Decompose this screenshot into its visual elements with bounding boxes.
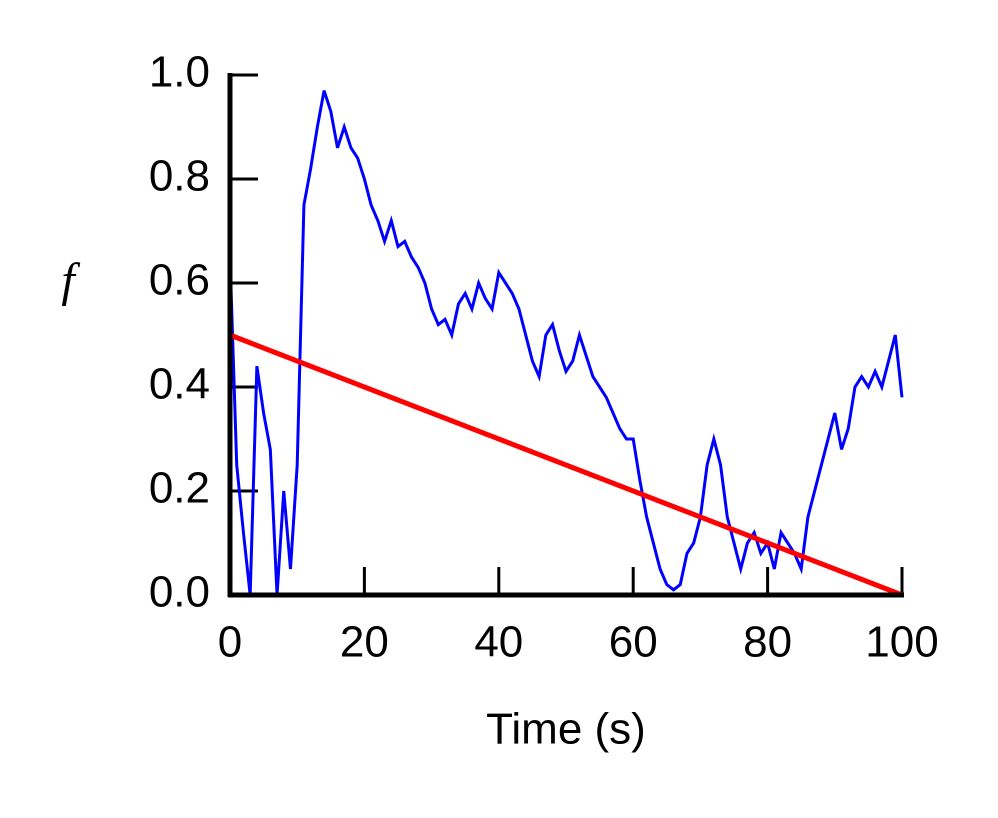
y-tick-label: 0.8 — [149, 152, 210, 201]
x-tick-label: 20 — [340, 618, 389, 667]
x-tick-label: 80 — [743, 618, 792, 667]
data-line — [228, 90, 904, 596]
y-tick-label: 0.6 — [149, 256, 210, 305]
x-tick-label: 40 — [474, 618, 523, 667]
x-tick-label: 100 — [865, 618, 938, 667]
y-tick-label: 0.4 — [149, 360, 210, 409]
x-tick-label: 0 — [218, 618, 242, 667]
x-axis-label: Time (s) — [486, 705, 646, 754]
x-tick-label: 60 — [609, 618, 658, 667]
data-line — [229, 332, 903, 598]
y-axis-label: f — [61, 254, 80, 307]
y-tick-label: 0.0 — [149, 568, 210, 617]
y-tick-label: 0.2 — [149, 464, 210, 513]
y-tick-label: 1.0 — [149, 48, 210, 97]
